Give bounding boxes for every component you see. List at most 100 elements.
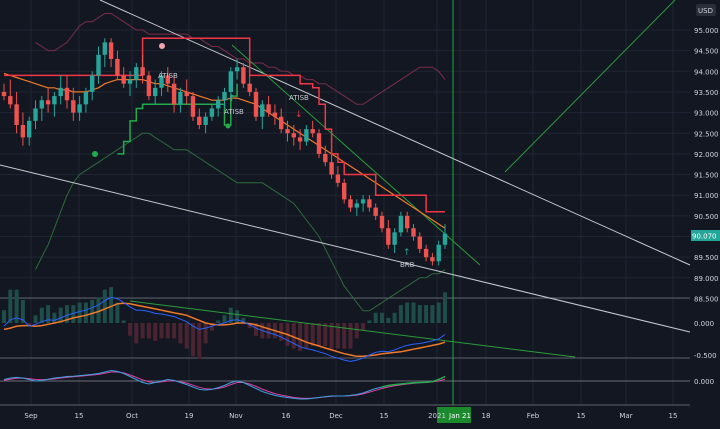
candle-body [260, 104, 265, 117]
candle-body [8, 96, 13, 105]
annotation-label: ATISB [158, 72, 178, 80]
macd-histogram-bar [115, 302, 120, 323]
price-tick-label: 93.000 [694, 110, 719, 118]
macd-histogram-bar [159, 323, 164, 339]
bollinger-band-area [35, 13, 446, 312]
macd-histogram-bar [241, 317, 246, 323]
price-tick-label: 92.500 [694, 130, 719, 138]
macd-histogram-bar [310, 323, 315, 347]
candle-body [335, 174, 341, 183]
candle-body [241, 67, 246, 84]
macd-histogram-bar [254, 323, 258, 336]
candle-body [316, 133, 322, 154]
candle-body [115, 58, 120, 76]
candle-body [329, 162, 334, 175]
macd-histogram-bar [39, 307, 44, 323]
time-axis[interactable]: Sep 15 Oct 19 Nov 16 Dec 15 2021 Jan 21 18 Feb 15 Mar… [0, 406, 720, 425]
candle-body [14, 104, 19, 125]
candle-body [392, 232, 397, 245]
candle-body [423, 248, 429, 258]
macd-histogram-bar [33, 315, 38, 323]
annotation-markers: ATISB ATISB ATISB BRB ↓ ↑ ↑ [92, 43, 415, 269]
candle-body [430, 257, 435, 262]
candle-body [159, 75, 164, 88]
candle-body [348, 199, 353, 208]
macd-histogram-bar [58, 307, 63, 323]
macd-histogram-bar [443, 292, 447, 323]
price-axis-background [690, 0, 720, 425]
candle-body [411, 228, 416, 237]
macd-histogram-bar [134, 323, 139, 344]
candle-body [360, 199, 366, 204]
osc-line-blue [3, 369, 446, 400]
price-tick-label: 91.500 [694, 172, 719, 180]
time-tick-label: 16 [282, 412, 291, 420]
candle-body [140, 67, 145, 76]
annotation-label: ATISB [289, 94, 309, 102]
macd-histogram-bar [52, 312, 57, 323]
time-tick-label: Nov [229, 412, 243, 420]
bollinger-upper [35, 13, 446, 105]
last-price-label: 90.070 [692, 233, 717, 241]
candle-body [52, 96, 57, 105]
candle-body [417, 236, 422, 249]
macd-histogram-bar [323, 323, 328, 347]
macd-histogram-bar [354, 323, 359, 339]
macd-histogram-bar [430, 305, 435, 323]
candle-body [39, 100, 44, 109]
time-tick-label: Jan 21 [448, 412, 471, 420]
macd-histogram-bar [348, 323, 353, 349]
macd-histogram-bar [184, 323, 189, 349]
macd-histogram-bar [71, 305, 76, 323]
candle-body [20, 124, 26, 138]
candle-body [304, 129, 309, 142]
macd-histogram-bar [20, 299, 25, 323]
candle-body [108, 42, 114, 59]
candle-body [146, 75, 152, 97]
price-tick-label: 93.500 [694, 89, 719, 97]
annotation-label: ATISB [224, 108, 244, 116]
indicator-panels [0, 287, 690, 400]
macd-histogram-bar [386, 317, 391, 323]
last-price-badge [691, 230, 720, 241]
projection-line [504, 0, 676, 173]
candle-body [203, 116, 208, 125]
candle-body [291, 133, 296, 138]
candle-body [373, 207, 378, 216]
macd-histogram-bar [424, 305, 429, 323]
overlay-lines [0, 0, 691, 333]
time-tick-label: Mar [619, 412, 632, 420]
macd-line [3, 296, 446, 362]
candle-body [153, 87, 158, 97]
price-tick-label: 89.000 [694, 275, 719, 283]
candle-body [234, 67, 240, 72]
macd-histogram-bar [298, 323, 303, 352]
price-tick-label: 95.000 [694, 27, 719, 35]
price-tick-label: 94.000 [694, 68, 719, 76]
macd-histogram-bar [153, 323, 158, 341]
currency-badge [696, 4, 716, 16]
price-axis[interactable]: USD 95.000 94.500 94.000 93.500 93.000 92.500 9… [690, 0, 720, 425]
price-tick-label: 91.000 [694, 192, 719, 200]
candle-body [247, 83, 252, 92]
candle-body [127, 79, 133, 84]
bollinger-lower [35, 132, 446, 312]
candle-body [77, 104, 82, 113]
candle-body [27, 120, 32, 138]
time-tick-label: 15 [669, 412, 678, 420]
candle-body [354, 203, 359, 208]
macd-tick-label: -0.500 [694, 352, 717, 360]
macd-histogram-bar [65, 305, 69, 323]
candle-body [64, 87, 70, 101]
trendline-lower [0, 164, 691, 333]
candle-body [266, 104, 271, 113]
candle-body [442, 233, 448, 245]
annotation-label: BRB [400, 261, 415, 269]
candle-body [279, 116, 284, 130]
down-arrow-icon: ↓ [295, 110, 303, 120]
macd-histogram-bar [380, 312, 384, 323]
candle-body [178, 91, 183, 105]
osc-line-green [381, 375, 446, 388]
